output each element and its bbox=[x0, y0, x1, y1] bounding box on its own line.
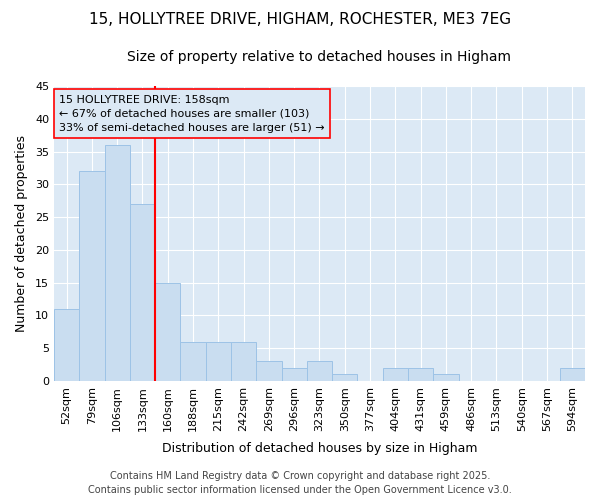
Bar bbox=[79, 171, 104, 381]
Bar bbox=[281, 368, 307, 381]
Bar bbox=[181, 342, 206, 381]
Text: Contains HM Land Registry data © Crown copyright and database right 2025.
Contai: Contains HM Land Registry data © Crown c… bbox=[88, 471, 512, 495]
Bar bbox=[383, 368, 408, 381]
Text: 15, HOLLYTREE DRIVE, HIGHAM, ROCHESTER, ME3 7EG: 15, HOLLYTREE DRIVE, HIGHAM, ROCHESTER, … bbox=[89, 12, 511, 28]
Title: Size of property relative to detached houses in Higham: Size of property relative to detached ho… bbox=[127, 50, 511, 64]
Bar bbox=[155, 282, 181, 381]
Bar bbox=[560, 368, 585, 381]
Bar bbox=[206, 342, 231, 381]
Text: 15 HOLLYTREE DRIVE: 158sqm
← 67% of detached houses are smaller (103)
33% of sem: 15 HOLLYTREE DRIVE: 158sqm ← 67% of deta… bbox=[59, 95, 325, 133]
Bar bbox=[256, 361, 281, 381]
X-axis label: Distribution of detached houses by size in Higham: Distribution of detached houses by size … bbox=[162, 442, 477, 455]
Bar bbox=[433, 374, 458, 381]
Y-axis label: Number of detached properties: Number of detached properties bbox=[15, 135, 28, 332]
Bar bbox=[408, 368, 433, 381]
Bar bbox=[307, 361, 332, 381]
Bar bbox=[54, 309, 79, 381]
Bar bbox=[332, 374, 358, 381]
Bar bbox=[130, 204, 155, 381]
Bar bbox=[231, 342, 256, 381]
Bar bbox=[104, 145, 130, 381]
